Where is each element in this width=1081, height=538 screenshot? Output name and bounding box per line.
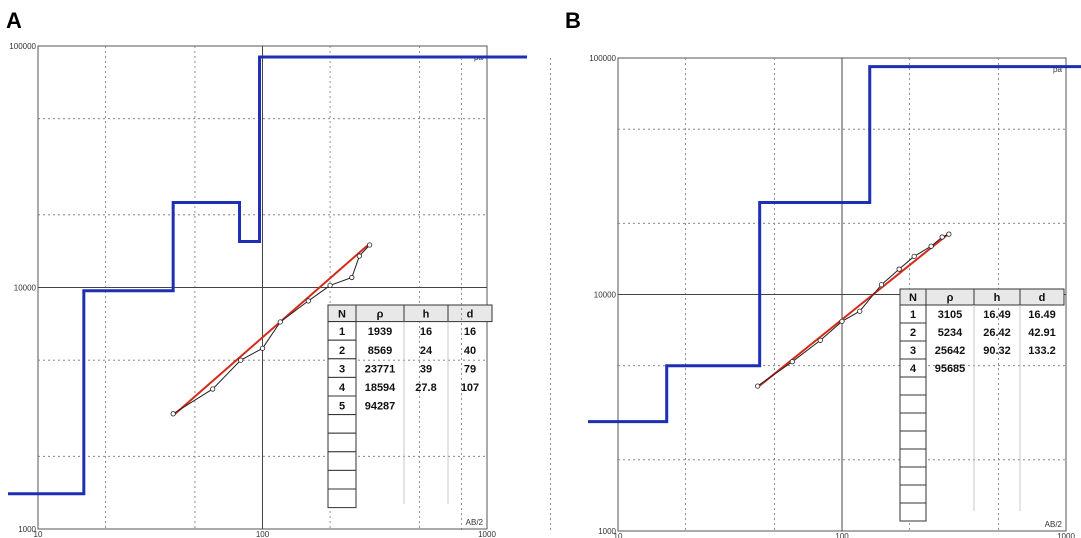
table-header-cell: h <box>423 309 430 321</box>
table-header-cell: N <box>338 309 346 321</box>
table-header-cell: d <box>467 309 474 321</box>
table-cell: 40 <box>464 345 476 357</box>
observed-point <box>327 282 333 289</box>
fit-line <box>172 242 371 417</box>
table-cell: 5 <box>339 401 345 413</box>
observed-point <box>367 242 373 248</box>
observed-point <box>170 411 176 417</box>
observed-point <box>210 386 216 392</box>
y-tick-label: 100000 <box>9 42 36 51</box>
table-cell: 107 <box>461 382 479 394</box>
table-header-cell: ρ <box>377 309 384 321</box>
model-step-line <box>8 55 527 496</box>
table-cell: 94287 <box>365 401 396 413</box>
panel-label-b: B <box>565 8 581 33</box>
observed-point <box>259 345 266 351</box>
table-cell: 39 <box>420 363 432 375</box>
table-cell: 16 <box>420 326 432 338</box>
x-tick-label: 10 <box>34 530 43 538</box>
table-cell: 16 <box>464 326 476 338</box>
table-cell: 23771 <box>365 363 396 375</box>
table-cell: 18594 <box>365 382 396 394</box>
table-n-cell <box>327 488 357 509</box>
table-cell: 79 <box>464 363 476 375</box>
x-tick-label: 100 <box>256 530 270 538</box>
observed-point <box>238 357 244 363</box>
table-n-cell <box>327 451 357 471</box>
table-cell: 4 <box>339 382 346 394</box>
table-cell: 27.8 <box>415 382 436 394</box>
table-n-cell <box>327 414 357 434</box>
table-n-cell <box>327 469 357 490</box>
table-header-bg <box>327 304 493 323</box>
ab-axis-label: AB/2 <box>466 518 484 527</box>
observed-point <box>305 298 311 304</box>
panel-label-a: A <box>6 8 22 33</box>
x-tick-label: 1000 <box>478 530 496 538</box>
table-cell: 1 <box>339 326 345 338</box>
table-cell: 3 <box>339 363 345 375</box>
table-n-cell <box>327 432 357 453</box>
table-cell: 1939 <box>368 326 392 338</box>
y-tick-label: 10000 <box>14 284 37 293</box>
observed-point <box>356 253 362 259</box>
table-cell: 2 <box>339 345 345 357</box>
y-tick-label: 1000 <box>18 525 36 534</box>
table-cell: 8569 <box>368 345 392 357</box>
table-cell: 24 <box>420 345 433 357</box>
observed-point <box>277 319 283 325</box>
observed-point <box>349 274 355 281</box>
observed-line <box>172 244 370 415</box>
